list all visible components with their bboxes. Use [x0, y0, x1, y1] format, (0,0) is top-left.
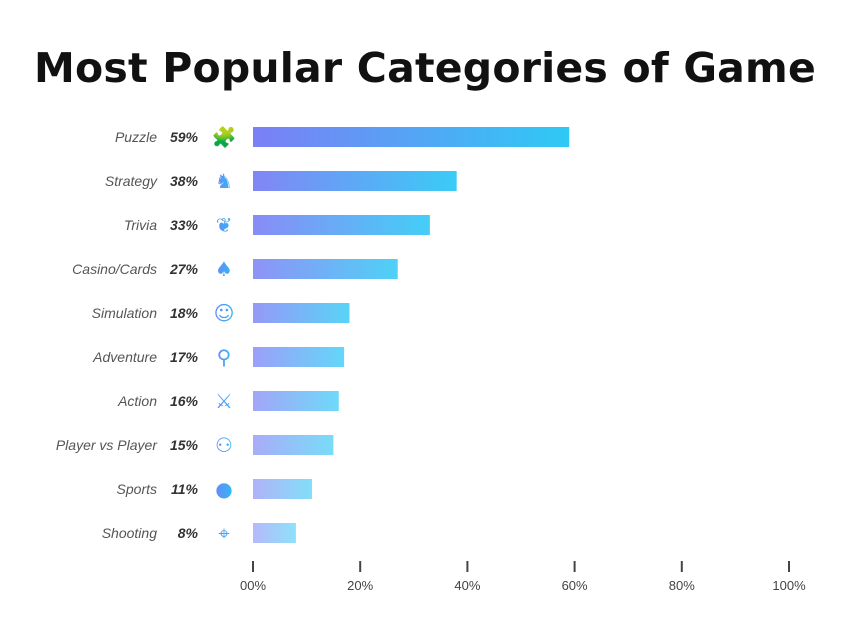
value-label: 15%: [170, 437, 199, 453]
playing-cards-icon: ♠: [215, 257, 233, 281]
bar-row: Action 16% ⚔: [117, 389, 339, 413]
bar-row: Puzzle 59% 🧩: [115, 125, 570, 149]
value-label: 17%: [170, 349, 199, 365]
value-label: 11%: [171, 481, 199, 497]
x-tick-label: 20%: [347, 578, 373, 593]
bar-row: Player vs Player 15% ⚇: [56, 433, 334, 457]
x-tick-label: 40%: [454, 578, 480, 593]
basketball-icon: ●: [215, 477, 232, 501]
bar: [253, 303, 350, 323]
category-label: Casino/Cards: [72, 261, 157, 277]
gamepad-vs-icon: ⚇: [215, 433, 233, 457]
bar: [253, 259, 398, 279]
value-label: 27%: [169, 261, 199, 277]
brain-icon: ❦: [216, 213, 233, 237]
bar: [253, 435, 334, 455]
bar: [253, 127, 570, 147]
category-label: Adventure: [92, 349, 157, 365]
category-label: Player vs Player: [56, 437, 158, 453]
bar-row: Shooting 8% ⌖: [102, 521, 296, 545]
bar-row: Trivia 33% ❦: [124, 213, 430, 237]
value-label: 59%: [170, 129, 199, 145]
category-label: Puzzle: [115, 129, 157, 145]
chess-knight-icon: ♞: [215, 169, 233, 193]
bar-row: Casino/Cards 27% ♠: [72, 257, 398, 281]
chart-title: Most Popular Categories of Game: [34, 44, 816, 92]
bar-row: Adventure 17% ⚲: [92, 345, 345, 369]
bar-row: Strategy 38% ♞: [105, 169, 457, 193]
bar: [253, 215, 430, 235]
bar: [253, 391, 339, 411]
value-label: 18%: [170, 305, 199, 321]
hiker-icon: ⚲: [217, 345, 232, 369]
category-label: Strategy: [105, 173, 158, 189]
bar: [253, 347, 345, 367]
bar-row: Sports 11% ●: [117, 477, 312, 501]
category-label: Shooting: [102, 525, 157, 541]
x-tick-label: 60%: [562, 578, 588, 593]
x-tick-label: 80%: [669, 578, 695, 593]
crosshair-icon: ⌖: [218, 521, 229, 545]
x-tick-label: 100%: [772, 578, 806, 593]
bar: [253, 171, 457, 191]
puzzle-icon: 🧩: [212, 125, 237, 149]
category-label: Sports: [117, 481, 157, 497]
value-label: 33%: [170, 217, 199, 233]
category-label: Trivia: [124, 217, 157, 233]
vr-headset-person-icon: ☺: [214, 301, 235, 325]
bar-row: Simulation 18% ☺: [92, 301, 350, 325]
soldier-rifle-icon: ⚔: [215, 389, 233, 413]
category-label: Simulation: [92, 305, 158, 321]
value-label: 16%: [170, 393, 199, 409]
x-tick-label: 00%: [240, 578, 266, 593]
bar: [253, 523, 296, 543]
value-label: 8%: [178, 525, 199, 541]
value-label: 38%: [170, 173, 199, 189]
category-label: Action: [117, 393, 157, 409]
bar: [253, 479, 312, 499]
